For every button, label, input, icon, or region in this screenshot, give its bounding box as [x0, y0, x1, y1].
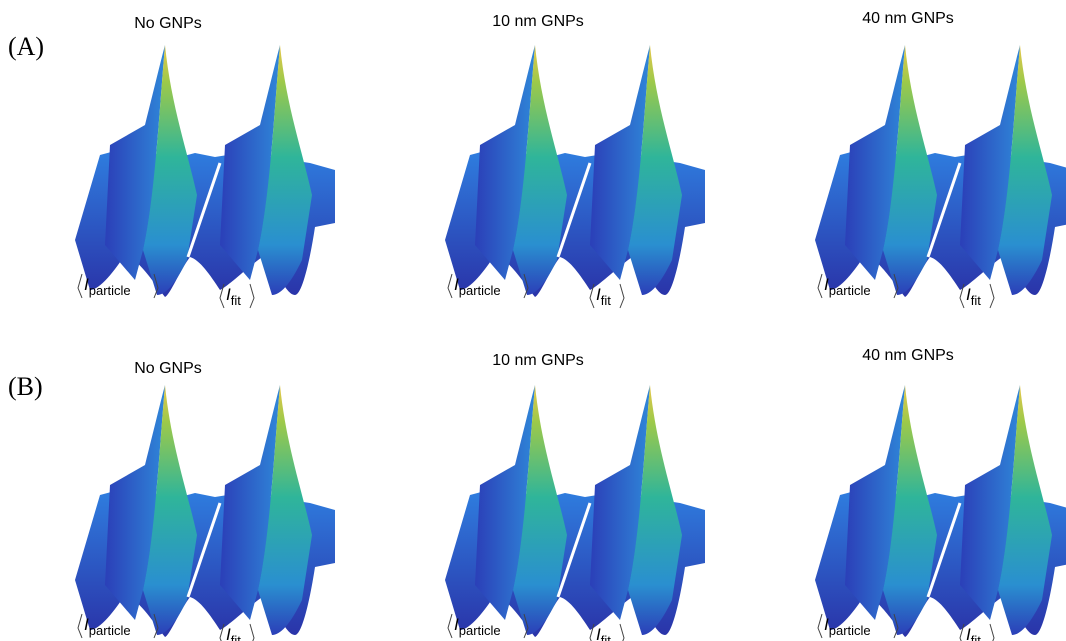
label: Ifit — [966, 285, 981, 308]
label-subscript: particle — [459, 623, 501, 638]
panel — [75, 385, 335, 637]
label: Ifit — [596, 625, 611, 641]
label-subscript: fit — [231, 293, 242, 308]
label-subscript: fit — [971, 293, 982, 308]
panel-title: 10 nm GNPs — [492, 13, 584, 30]
label-subscript: particle — [89, 283, 131, 298]
panel — [75, 45, 335, 297]
label-subscript: fit — [971, 633, 982, 641]
label: Ifit — [966, 625, 981, 641]
label-subscript: particle — [459, 283, 501, 298]
panel-title: No GNPs — [134, 360, 202, 377]
row-label: (A) — [8, 32, 44, 61]
label-subscript: fit — [231, 633, 242, 641]
panel-title: No GNPs — [134, 15, 202, 32]
label-subscript: particle — [829, 283, 871, 298]
label-subscript: fit — [601, 293, 612, 308]
label-subscript: particle — [829, 623, 871, 638]
panel — [815, 45, 1066, 297]
panel — [445, 45, 705, 297]
panel-title: 40 nm GNPs — [862, 347, 954, 364]
label: Ifit — [226, 285, 241, 308]
panel — [815, 385, 1066, 637]
row-label: (B) — [8, 372, 43, 401]
label-subscript: particle — [89, 623, 131, 638]
figure: (A)No GNPsIparticleIfit10 nm GNPsIpartic… — [0, 0, 1066, 641]
panel-title: 10 nm GNPs — [492, 352, 584, 369]
label: Ifit — [596, 285, 611, 308]
panel — [445, 385, 705, 637]
label: Ifit — [226, 625, 241, 641]
panel-title: 40 nm GNPs — [862, 10, 954, 27]
label-subscript: fit — [601, 633, 612, 641]
